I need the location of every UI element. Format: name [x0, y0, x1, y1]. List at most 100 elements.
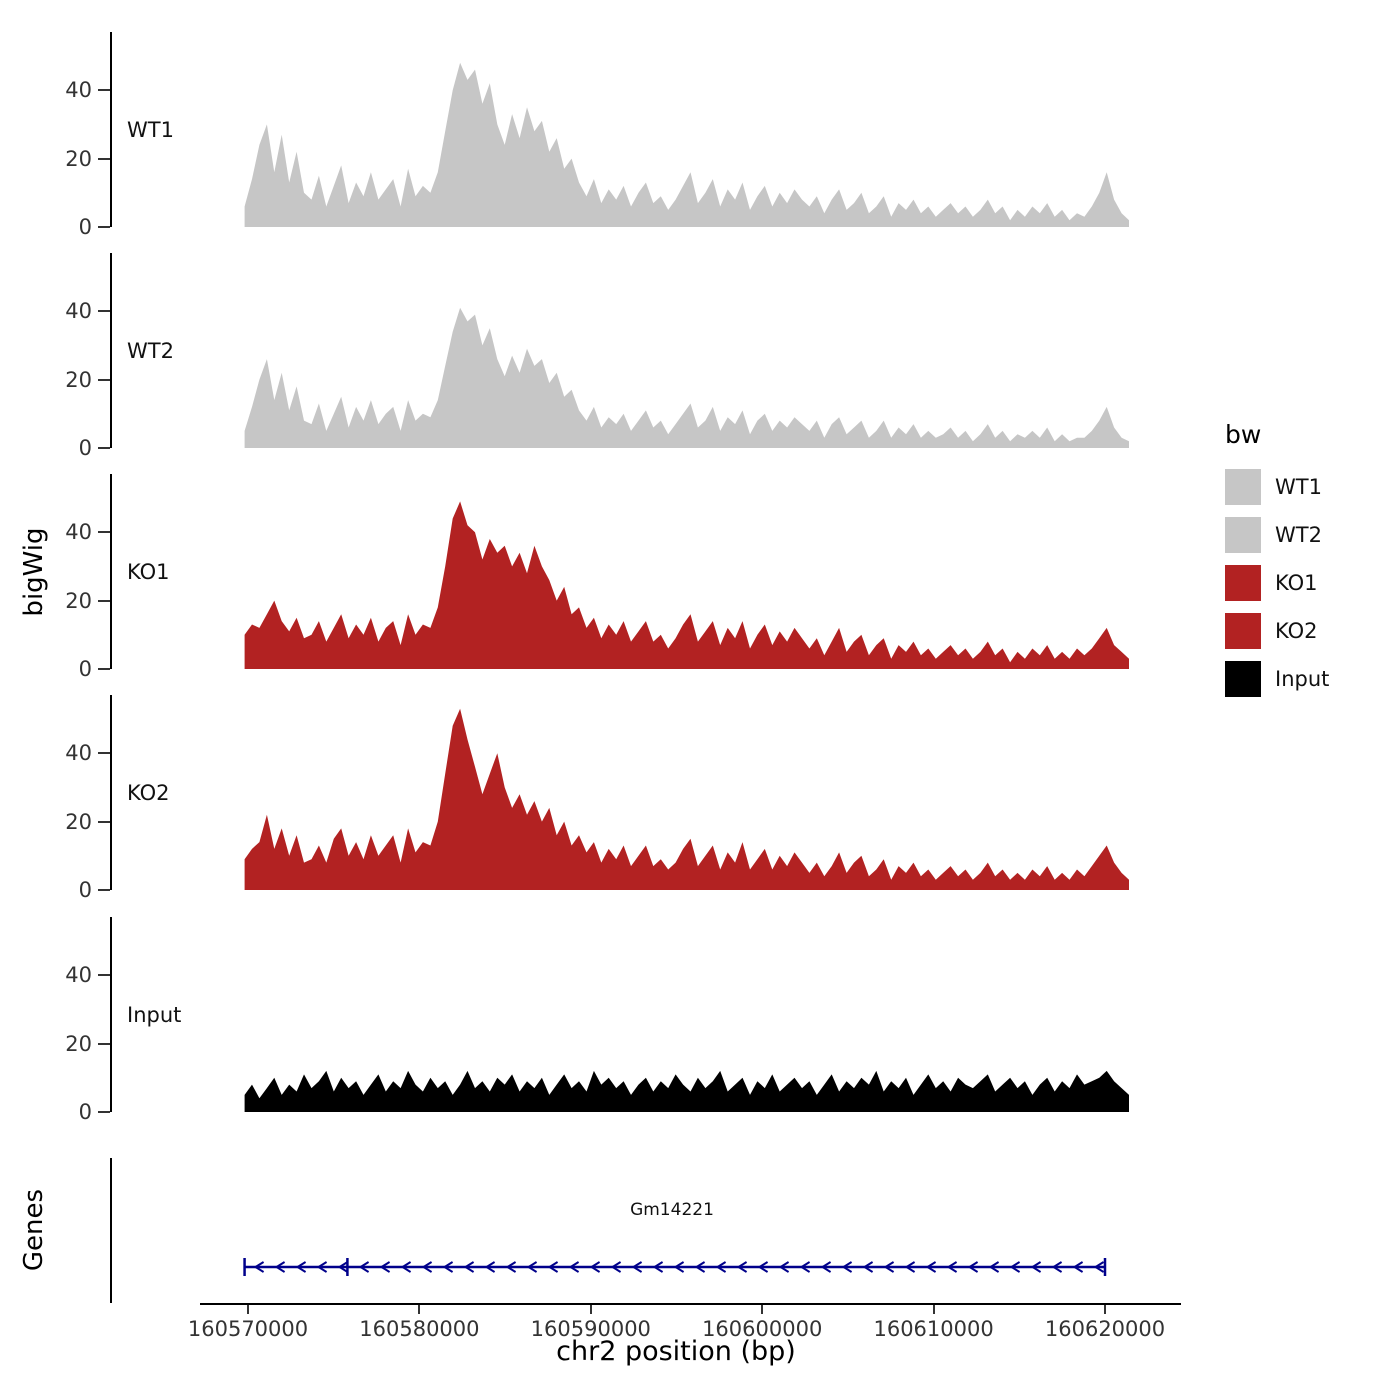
track-label-WT2: WT2: [127, 338, 174, 363]
coverage-area-Input: [244, 1070, 1130, 1112]
strand-arrow-icon: [1030, 1261, 1042, 1273]
x-tick-label: 160570000: [187, 1317, 309, 1341]
x-axis: 160570000 160580000 160590000 160600000 1606…: [0, 1303, 1400, 1373]
strand-arrow-icon: [547, 1261, 559, 1273]
strand-arrow-icon: [274, 1261, 286, 1273]
strand-arrow-icon: [505, 1261, 517, 1273]
strand-arrow-icon: [799, 1261, 811, 1273]
y-tick-label: 40: [65, 520, 92, 545]
y-tick-mark: [98, 820, 110, 823]
strand-arrow-icon: [1009, 1261, 1021, 1273]
x-tick-mark: [932, 1305, 935, 1314]
strand-arrow-icon: [925, 1261, 937, 1273]
y-tick-label: 0: [78, 1100, 92, 1124]
legend: bw WT1 WT2 KO1 KO2 Input: [1225, 420, 1395, 709]
gene-panel: Gm14221: [0, 1158, 1400, 1303]
coverage-area-KO2: [244, 708, 1130, 890]
strand-arrow-icon: [631, 1261, 643, 1273]
x-tick-mark: [761, 1305, 764, 1314]
strand-arrow-icon: [757, 1261, 769, 1273]
y-tick-mark: [98, 889, 110, 891]
strand-arrow-icon: [988, 1261, 1000, 1273]
y-axis-line: [110, 253, 112, 448]
legend-label: KO1: [1275, 571, 1318, 595]
legend-entry-Input: Input: [1225, 661, 1395, 697]
y-tick-label: 40: [65, 963, 92, 988]
strand-arrow-icon: [862, 1261, 874, 1273]
y-tick-mark: [98, 378, 110, 381]
y-tick-label: 0: [78, 657, 92, 681]
y-tick-mark: [98, 447, 110, 449]
track-label-WT1: WT1: [127, 117, 174, 142]
legend-label: WT2: [1275, 523, 1322, 547]
track-panel-KO1: 0 20 40 KO1: [0, 474, 1400, 681]
strand-arrow-icon: [1093, 1261, 1105, 1273]
x-axis-line: [200, 1303, 1181, 1305]
strand-arrow-icon: [463, 1261, 475, 1273]
strand-arrow-icon: [253, 1261, 265, 1273]
y-tick-label: 40: [65, 741, 92, 766]
strand-arrow-icon: [652, 1261, 664, 1273]
track-panel-KO2: 0 20 40 KO2: [0, 695, 1400, 902]
y-tick-label: 20: [65, 588, 92, 613]
strand-arrow-icon: [379, 1261, 391, 1273]
strand-arrow-icon: [442, 1261, 454, 1273]
y-tick-mark: [98, 668, 110, 670]
legend-entry-WT2: WT2: [1225, 517, 1395, 553]
legend-entry-KO2: KO2: [1225, 613, 1395, 649]
strand-arrow-icon: [568, 1261, 580, 1273]
y-tick-mark: [98, 1042, 110, 1045]
gene-name-label: Gm14221: [630, 1200, 714, 1220]
track-panel-WT1: 0 20 40 WT1: [0, 32, 1400, 239]
y-tick-label: 20: [65, 146, 92, 171]
strand-arrow-icon: [526, 1261, 538, 1273]
legend-label: Input: [1275, 667, 1330, 691]
strand-arrow-icon: [820, 1261, 832, 1273]
strand-arrow-icon: [715, 1261, 727, 1273]
strand-arrow-icon: [967, 1261, 979, 1273]
y-tick-mark: [98, 310, 110, 313]
y-tick-mark: [98, 974, 110, 977]
y-tick-mark: [98, 1111, 110, 1113]
strand-arrow-icon: [484, 1261, 496, 1273]
legend-label: KO2: [1275, 619, 1318, 643]
legend-swatch-KO2: [1225, 613, 1261, 649]
y-tick-label: 20: [65, 367, 92, 392]
x-tick-mark: [1104, 1305, 1106, 1314]
x-tick-label: 160600000: [702, 1317, 823, 1341]
x-tick-label: 160590000: [530, 1317, 651, 1341]
legend-label: WT1: [1275, 475, 1322, 499]
x-tick-mark: [589, 1305, 592, 1314]
genes-axis-line: [110, 1158, 112, 1303]
y-axis-line: [110, 917, 112, 1112]
track-panel-WT2: 0 20 40 WT2: [0, 253, 1400, 460]
track-label-KO2: KO2: [127, 780, 170, 805]
legend-swatch-Input: [1225, 661, 1261, 697]
strand-arrow-icon: [421, 1261, 433, 1273]
track-panel-Input: 0 20 40 Input: [0, 917, 1400, 1124]
track-label-KO1: KO1: [127, 559, 170, 584]
strand-arrow-icon: [589, 1261, 601, 1273]
x-tick-mark: [247, 1305, 249, 1314]
y-tick-label: 40: [65, 299, 92, 324]
strand-arrow-icon: [1072, 1261, 1084, 1273]
strand-arrow-icon: [694, 1261, 706, 1273]
y-tick-label: 20: [65, 1031, 92, 1056]
x-axis-title: chr2 position (bp): [556, 1336, 796, 1367]
y-tick-mark: [98, 752, 110, 755]
strand-arrow-icon: [778, 1261, 790, 1273]
y-tick-label: 40: [65, 78, 92, 103]
y-tick-label: 0: [78, 215, 92, 239]
strand-arrow-icon: [736, 1261, 748, 1273]
x-tick-label: 160610000: [873, 1317, 994, 1341]
strand-arrow-icon: [946, 1261, 958, 1273]
strand-arrow-icon: [295, 1261, 307, 1273]
strand-arrow-icon: [1051, 1261, 1063, 1273]
y-tick-mark: [98, 531, 110, 534]
y-tick-label: 0: [78, 436, 92, 460]
y-axis-line: [110, 32, 112, 227]
legend-swatch-WT1: [1225, 469, 1261, 505]
x-tick-label: 160580000: [359, 1317, 480, 1341]
legend-swatch-WT2: [1225, 517, 1261, 553]
x-tick-mark: [418, 1305, 421, 1314]
